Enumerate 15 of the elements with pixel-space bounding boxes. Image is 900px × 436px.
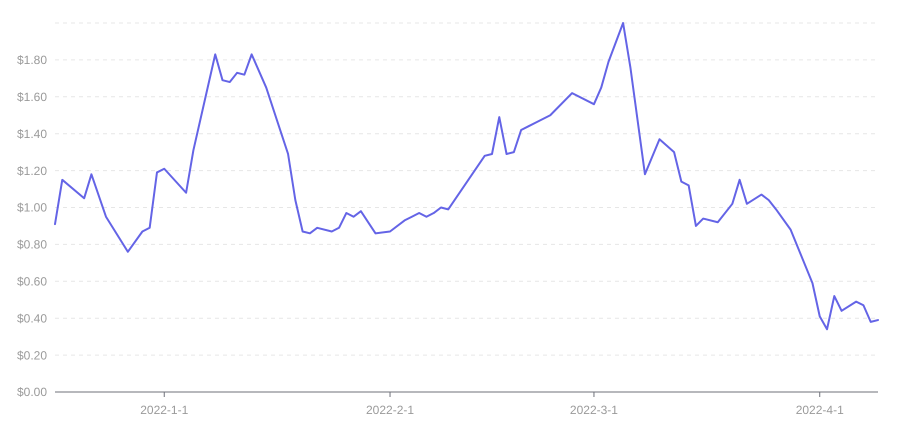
line-series [54, 22, 879, 330]
y-tick-label: $0.40 [16, 311, 48, 326]
y-tick-label: $0.20 [16, 348, 48, 362]
y-tick-label: $0.80 [16, 238, 48, 252]
y-tick-label: $1.40 [16, 126, 48, 141]
y-tick-label: $1.00 [16, 200, 48, 215]
y-tick-label: $1.80 [16, 53, 48, 68]
x-tick-label: 2022-2-1 [366, 403, 414, 417]
x-tick-label: 2022-1-1 [140, 403, 189, 417]
y-tick-label: $0.00 [16, 385, 48, 400]
y-tick-label: $1.60 [16, 90, 48, 104]
x-tick-label: 2022-3-1 [570, 403, 618, 417]
x-tick-label: 2022-4-1 [796, 403, 844, 417]
y-tick-label: $0.60 [16, 274, 48, 288]
y-tick-label: $1.20 [16, 164, 48, 178]
